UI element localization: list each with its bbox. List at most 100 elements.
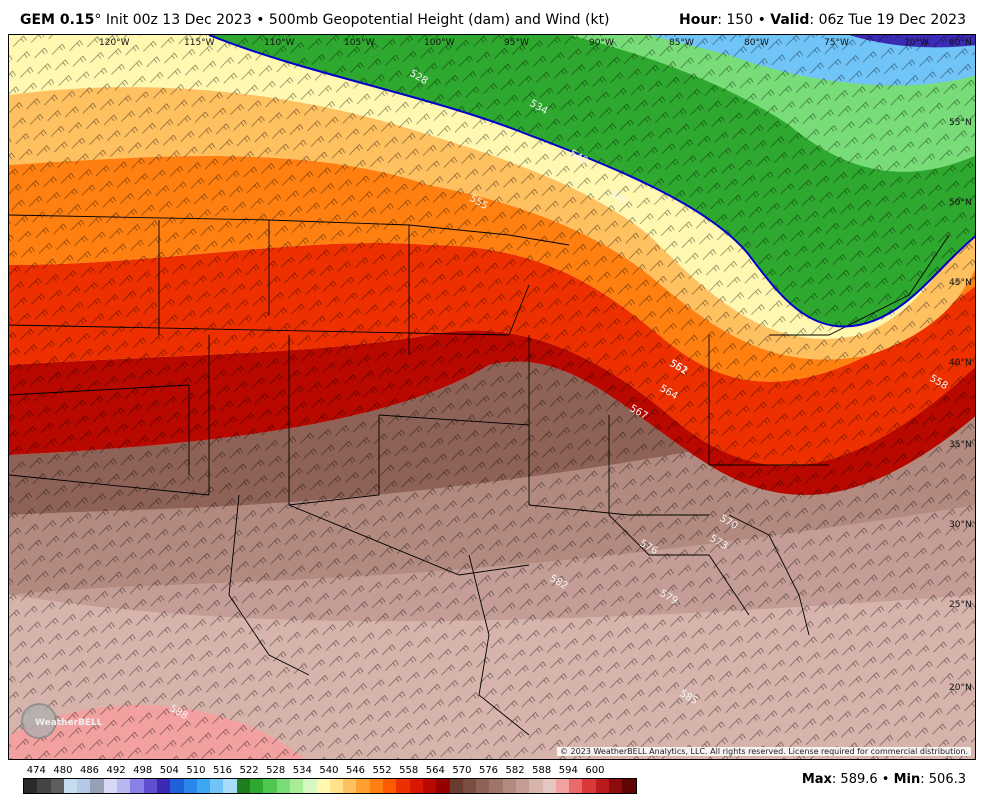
longitude-label: 85°W xyxy=(669,38,694,48)
color-swatch xyxy=(462,779,477,793)
init-time: Init 00z 13 Dec 2023 xyxy=(105,12,252,28)
latitude-label: 30°N xyxy=(949,520,972,530)
color-swatch xyxy=(422,779,437,793)
stats-bullet: • xyxy=(881,772,890,787)
color-swatch xyxy=(263,779,277,793)
longitude-label: 100°W xyxy=(424,38,455,48)
color-swatch xyxy=(343,779,357,793)
longitude-label: 105°W xyxy=(344,38,375,48)
color-swatch xyxy=(555,779,570,793)
color-swatch xyxy=(529,779,543,793)
color-swatch xyxy=(396,779,410,793)
scale-tick-label: 594 xyxy=(558,765,578,776)
max-label: Max xyxy=(801,772,832,787)
separator-bullet-2: • xyxy=(757,12,766,28)
scale-tick-label: 564 xyxy=(425,765,445,776)
border-line xyxy=(228,494,310,676)
border-line xyxy=(468,554,530,736)
scale-tick-label: 522 xyxy=(239,765,259,776)
border-line xyxy=(208,335,380,506)
color-swatch xyxy=(569,779,583,793)
color-swatch xyxy=(223,779,237,793)
border-line xyxy=(728,514,810,636)
hour-value: : 150 xyxy=(717,12,754,28)
political-borders xyxy=(9,214,950,736)
longitude-label: 120°W xyxy=(99,38,130,48)
color-swatch xyxy=(24,779,38,793)
longitude-labels: 120°W 115°W 110°W 105°W 100°W 95°W 90°W 85°W 80°… xyxy=(99,38,929,48)
longitude-label: 110°W xyxy=(264,38,295,48)
color-swatch xyxy=(542,779,556,793)
copyright-notice: © 2023 WeatherBELL Analytics, LLC. All r… xyxy=(557,747,971,756)
color-swatch xyxy=(37,779,51,793)
scale-tick-label: 528 xyxy=(266,765,286,776)
color-swatch xyxy=(595,779,610,793)
logo-globe-icon: WeatherBELL xyxy=(21,703,103,739)
latitude-label: 20°N xyxy=(949,683,972,693)
color-swatch xyxy=(356,779,370,793)
hour-label: Hour xyxy=(679,12,718,28)
color-swatch xyxy=(449,779,463,793)
border-line xyxy=(708,335,829,466)
color-swatch xyxy=(515,779,530,793)
weather-map: 120°W 115°W 110°W 105°W 100°W 95°W 90°W 85°W 80°… xyxy=(8,34,976,760)
degree-symbol: ° xyxy=(94,12,102,28)
color-swatch xyxy=(183,779,197,793)
scale-tick-label: 504 xyxy=(159,765,179,776)
logo-text: WeatherBELL xyxy=(35,718,103,728)
color-swatch xyxy=(90,779,104,793)
color-swatch xyxy=(236,779,251,793)
longitude-label: 80°W xyxy=(744,38,769,48)
latitude-labels: 50°N 45°N 40°N 35°N 30°N 25°N 20°N 55°N 60°N xyxy=(949,38,972,693)
color-swatch xyxy=(50,779,64,793)
longitude-label: 70°W xyxy=(904,38,929,48)
valid-label: Valid xyxy=(770,12,810,28)
color-swatch xyxy=(143,779,157,793)
min-label: Min xyxy=(893,772,921,787)
scale-tick-label: 588 xyxy=(532,765,552,776)
color-scale: 474 480 486 492 498 504 510 516 522 528 534 540 546 5… xyxy=(23,764,703,808)
valid-value: : 06z Tue 19 Dec 2023 xyxy=(809,12,966,28)
color-swatch xyxy=(329,779,344,793)
scale-tick-label: 516 xyxy=(212,765,233,776)
border-line xyxy=(528,415,709,516)
color-swatch xyxy=(609,779,623,793)
color-swatch xyxy=(303,779,317,793)
color-swatch xyxy=(196,779,211,793)
scale-tick-label: 492 xyxy=(106,765,126,776)
color-swatch xyxy=(276,779,290,793)
latitude-label: 45°N xyxy=(949,278,972,288)
product-name: 500mb Geopotential Height (dam) and Wind… xyxy=(268,12,610,28)
wind-barbs xyxy=(9,35,975,759)
latitude-label: 60°N xyxy=(949,38,972,48)
border-line xyxy=(9,284,530,336)
latitude-label: 25°N xyxy=(949,600,972,610)
longitude-label: 90°W xyxy=(589,38,614,48)
border-line xyxy=(769,234,950,336)
scale-tick-label: 570 xyxy=(452,765,472,776)
color-swatch xyxy=(156,779,171,793)
color-swatch xyxy=(210,779,224,793)
color-swatch xyxy=(170,779,184,793)
weatherbell-logo: WeatherBELL xyxy=(15,701,105,741)
color-swatch xyxy=(369,779,384,793)
latitude-label: 35°N xyxy=(949,440,972,450)
color-swatch xyxy=(489,779,503,793)
separator-bullet: • xyxy=(256,12,265,28)
longitude-label: 75°W xyxy=(824,38,849,48)
scale-tick-label: 534 xyxy=(292,765,312,776)
color-swatch xyxy=(622,779,636,793)
color-swatch xyxy=(77,779,91,793)
scale-tick-label: 576 xyxy=(478,765,499,776)
border-line xyxy=(9,474,530,576)
color-scale-labels: 474 480 486 492 498 504 510 516 522 528 534 540 546 5… xyxy=(23,764,703,778)
min-value: : 506.3 xyxy=(920,772,966,787)
color-swatch xyxy=(316,779,330,793)
color-swatch xyxy=(63,779,78,793)
540-contour-line xyxy=(208,35,975,328)
border-line xyxy=(608,514,750,616)
map-canvas: 120°W 115°W 110°W 105°W 100°W 95°W 90°W 85°W 80°… xyxy=(9,35,975,759)
latitude-label: 40°N xyxy=(949,358,972,368)
model-name: GEM 0.15 xyxy=(20,12,95,28)
scale-tick-label: 582 xyxy=(505,765,525,776)
